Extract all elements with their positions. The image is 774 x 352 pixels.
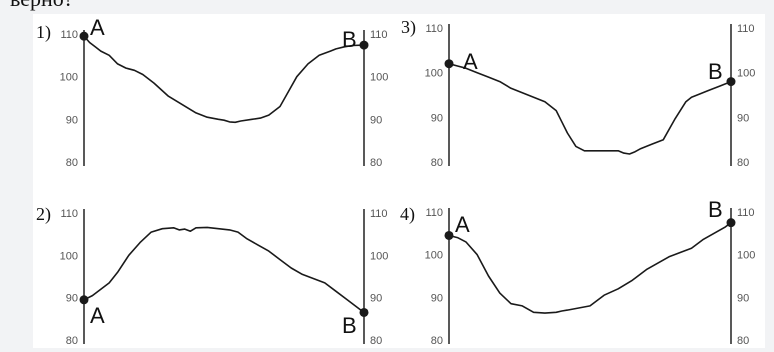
y-tick-label-right: 110 bbox=[370, 29, 388, 41]
point-a-marker bbox=[444, 59, 454, 69]
y-tick-label-left: 80 bbox=[431, 335, 443, 347]
y-tick-label-right: 110 bbox=[370, 208, 388, 220]
y-tick-label-right: 100 bbox=[370, 72, 388, 84]
point-b-marker bbox=[726, 218, 736, 228]
panel-label: 3) bbox=[401, 17, 416, 38]
y-tick-label-right: 110 bbox=[737, 207, 755, 219]
chart-1: 80 80 90 90 100 100 110 110 1) A B bbox=[36, 15, 388, 169]
point-b-label: B bbox=[342, 313, 357, 338]
y-tick-label-left: 90 bbox=[66, 114, 78, 126]
profile-line bbox=[83, 226, 365, 314]
panel-label: 4) bbox=[400, 204, 415, 225]
chart-2: 80 80 90 90 100 100 110 110 2) A B bbox=[36, 204, 388, 347]
panel-label: 1) bbox=[36, 22, 51, 43]
y-tick-label-left: 80 bbox=[66, 335, 78, 347]
y-tick-label-right: 80 bbox=[370, 157, 382, 169]
y-tick-label-left: 100 bbox=[60, 250, 78, 262]
y-tick-label-left: 80 bbox=[66, 157, 78, 169]
y-tick-label-right: 100 bbox=[370, 250, 388, 262]
header-text: верно? bbox=[10, 0, 74, 12]
y-tick-label-right: 90 bbox=[737, 112, 749, 124]
y-tick-label-right: 80 bbox=[370, 335, 382, 347]
y-tick-label-left: 90 bbox=[431, 112, 443, 124]
y-tick-label-right: 110 bbox=[737, 23, 755, 35]
y-tick-label-right: 80 bbox=[737, 157, 749, 169]
point-b-marker bbox=[359, 307, 369, 317]
y-tick-label-right: 80 bbox=[737, 335, 749, 347]
y-tick-label-right: 90 bbox=[370, 293, 382, 305]
point-a-marker bbox=[79, 295, 89, 305]
y-tick-label-right: 100 bbox=[737, 250, 755, 262]
point-a-marker bbox=[79, 31, 89, 41]
y-tick-label-left: 110 bbox=[60, 29, 78, 41]
panel-label: 2) bbox=[36, 204, 51, 225]
y-tick-label-left: 110 bbox=[425, 207, 443, 219]
profile-line bbox=[448, 222, 732, 314]
charts-panel bbox=[33, 14, 765, 348]
y-tick-label-left: 90 bbox=[66, 293, 78, 305]
y-tick-label-left: 80 bbox=[431, 157, 443, 169]
chart-4: 80 80 90 90 100 100 110 110 4) A B bbox=[400, 197, 755, 347]
point-b-marker bbox=[726, 77, 736, 87]
point-a-label: A bbox=[90, 15, 105, 40]
y-tick-label-right: 100 bbox=[737, 68, 755, 80]
point-a-label: A bbox=[90, 303, 105, 328]
profile-line bbox=[448, 62, 732, 155]
y-tick-label-left: 110 bbox=[425, 23, 443, 35]
point-b-label: B bbox=[708, 59, 723, 84]
y-tick-label-left: 90 bbox=[431, 292, 443, 304]
chart-3: 80 80 90 90 100 100 110 110 3) bbox=[401, 17, 755, 169]
y-tick-label-right: 90 bbox=[737, 292, 749, 304]
y-tick-label-left: 100 bbox=[425, 68, 443, 80]
point-b-label: B bbox=[342, 27, 357, 52]
profile-line bbox=[83, 35, 365, 124]
y-tick-label-left: 110 bbox=[60, 208, 78, 220]
point-a-label: A bbox=[463, 49, 478, 74]
y-tick-label-left: 100 bbox=[60, 72, 78, 84]
point-a-marker bbox=[444, 230, 454, 240]
y-tick-label-right: 90 bbox=[370, 114, 382, 126]
y-tick-label-left: 100 bbox=[425, 250, 443, 262]
point-b-label: B bbox=[708, 197, 723, 222]
point-a-label: A bbox=[455, 212, 470, 237]
point-b-marker bbox=[359, 40, 369, 50]
